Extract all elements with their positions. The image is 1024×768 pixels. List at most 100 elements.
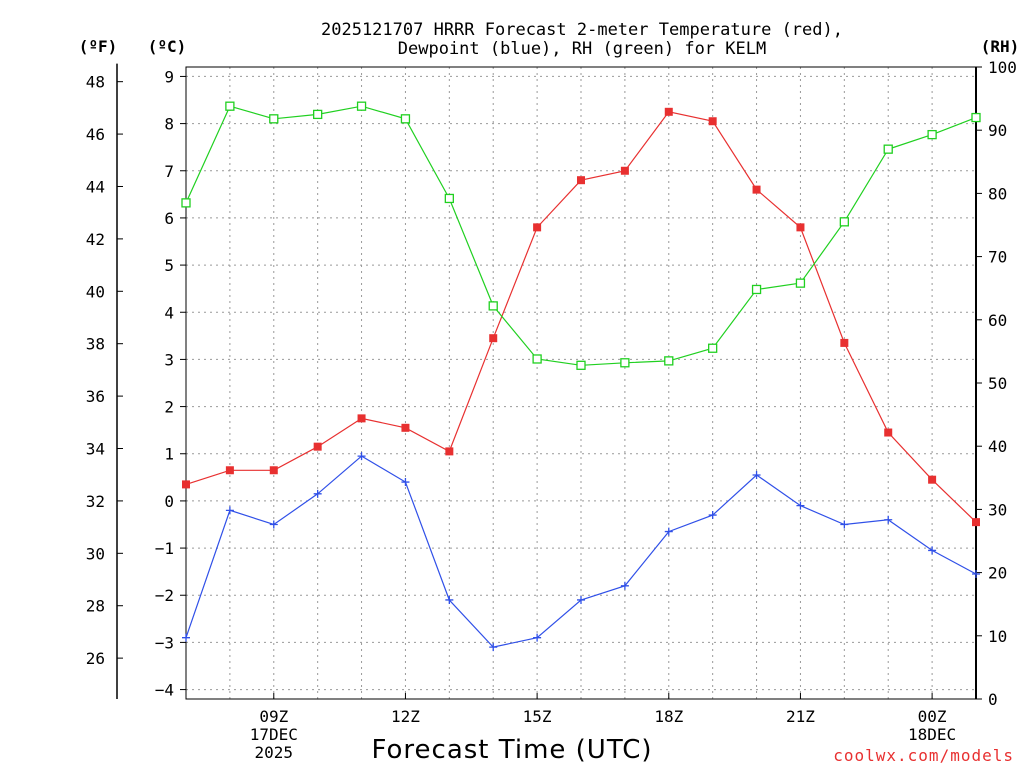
celsius-tick-label: 2 (164, 398, 174, 417)
temperature-marker (489, 334, 498, 343)
fahrenheit-tick-label: 30 (86, 544, 105, 563)
celsius-unit-label: (ºC) (148, 37, 187, 56)
temperature-marker (840, 338, 849, 347)
series-dewpoint (182, 452, 980, 652)
rh-tick-label: 60 (988, 311, 1007, 330)
dewpoint-marker (577, 595, 585, 604)
dewpoint-marker (664, 527, 673, 536)
rh-marker (971, 112, 981, 123)
temperature-marker (664, 107, 673, 116)
rh-tick-label: 100 (988, 58, 1017, 77)
dewpoint-marker (445, 595, 454, 604)
rh-marker (751, 284, 762, 295)
celsius-tick-label: 1 (164, 445, 174, 464)
rh-marker (883, 144, 893, 154)
celsius-tick-label: 4 (164, 303, 174, 322)
rh-tick-label: 80 (988, 184, 1007, 203)
rh-tick-label: 70 (988, 248, 1007, 267)
temperature-marker (533, 223, 542, 232)
x-tick-label: 2025 (255, 743, 294, 762)
dewpoint-marker (708, 511, 717, 520)
rh-marker (356, 101, 367, 111)
dewpoint-marker (489, 643, 498, 652)
x-tick-label: 17DEC (250, 725, 298, 744)
dewpoint-marker (401, 478, 410, 487)
fahrenheit-tick-label: 48 (86, 73, 105, 92)
rh-tick-label: 20 (988, 564, 1007, 583)
rh-tick-label: 40 (988, 437, 1007, 456)
rh-marker (400, 114, 411, 124)
x-tick-label: 12Z (391, 707, 420, 726)
celsius-tick-label: −4 (155, 681, 174, 700)
temperature-marker (225, 466, 234, 475)
temperature-marker (620, 166, 629, 175)
dewpoint-marker (182, 633, 190, 642)
temperature-marker (182, 480, 190, 489)
dewpoint-marker (533, 633, 542, 642)
fahrenheit-tick-label: 32 (86, 492, 105, 511)
celsius-tick-label: −2 (155, 586, 174, 605)
fahrenheit-tick-label: 42 (86, 230, 105, 249)
fahrenheit-tick-label: 40 (86, 282, 105, 301)
temperature-marker (401, 423, 410, 432)
rh-marker (488, 301, 498, 311)
dewpoint-marker (620, 581, 629, 590)
dewpoint-marker (972, 570, 980, 579)
temperature-marker (972, 518, 980, 527)
rh-marker (576, 360, 586, 370)
fahrenheit-tick-label: 26 (86, 649, 105, 668)
axes-layer: −4−3−2−101234567892628303234363840424446… (86, 58, 1017, 762)
temperature-line (185, 111, 977, 523)
celsius-tick-label: 7 (164, 162, 174, 181)
rh-marker (708, 343, 718, 353)
celsius-tick-label: −1 (155, 539, 174, 558)
temperature-marker (577, 176, 585, 185)
dewpoint-line (185, 455, 977, 648)
celsius-tick-label: 5 (164, 256, 174, 275)
x-tick-label: 18DEC (908, 725, 956, 744)
chart-title-line-1: 2025121707 HRRR Forecast 2-meter Tempera… (321, 20, 843, 40)
fahrenheit-tick-label: 44 (86, 177, 105, 196)
x-tick-label: 00Z (918, 707, 947, 726)
series-temperature (182, 107, 980, 527)
rh-marker (839, 217, 849, 227)
rh-marker (444, 193, 454, 204)
celsius-tick-label: 9 (164, 67, 174, 86)
x-tick-label: 09Z (259, 707, 288, 726)
rh-marker (664, 356, 674, 366)
x-tick-label: 21Z (786, 707, 815, 726)
temperature-marker (928, 475, 937, 484)
series-layer (181, 101, 981, 652)
x-tick-label: 18Z (654, 707, 683, 726)
fahrenheit-tick-label: 38 (86, 335, 105, 354)
grid-layer (186, 67, 976, 699)
chart-title-line-2: Dewpoint (blue), RH (green) for KELM (398, 39, 766, 59)
rh-marker (269, 114, 279, 124)
rh-marker (532, 354, 542, 364)
series-rh (181, 101, 981, 370)
celsius-tick-label: −3 (155, 633, 174, 652)
source-credit: coolwx.com/models (833, 746, 1014, 765)
rh-marker (225, 101, 235, 111)
fahrenheit-tick-label: 46 (86, 125, 105, 144)
dewpoint-marker (928, 546, 937, 555)
temperature-marker (269, 466, 278, 475)
fahrenheit-unit-label: (ºF) (79, 37, 118, 56)
dewpoint-marker (225, 506, 234, 515)
rh-tick-label: 90 (988, 121, 1007, 140)
dewpoint-marker (357, 452, 366, 461)
rh-unit-label: (RH) (981, 37, 1020, 56)
dewpoint-marker (884, 515, 893, 524)
fahrenheit-tick-label: 34 (86, 440, 105, 459)
temperature-marker (313, 442, 322, 451)
dewpoint-marker (796, 501, 805, 510)
temperature-marker (708, 117, 717, 126)
temperature-marker (796, 223, 805, 232)
x-tick-label: 15Z (523, 707, 552, 726)
fahrenheit-tick-label: 36 (86, 387, 105, 406)
rh-marker (181, 198, 191, 208)
temperature-marker (884, 428, 893, 437)
temperature-marker (445, 447, 454, 456)
temperature-marker (357, 414, 366, 423)
celsius-tick-label: 8 (164, 115, 174, 134)
